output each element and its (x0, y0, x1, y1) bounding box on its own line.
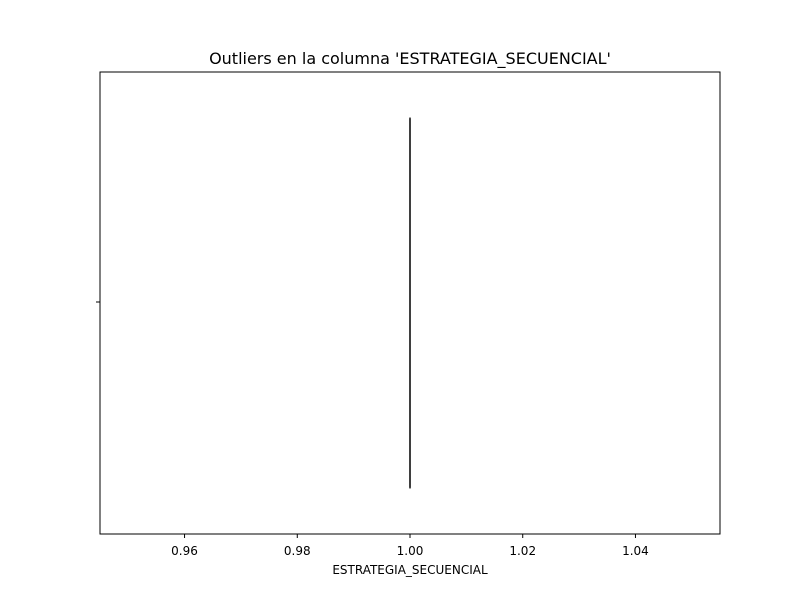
x-tick-label: 1.00 (397, 544, 424, 558)
chart-title: Outliers en la columna 'ESTRATEGIA_SECUE… (209, 49, 611, 69)
x-tick-label: 0.96 (171, 544, 198, 558)
x-axis-label: ESTRATEGIA_SECUENCIAL (332, 563, 488, 577)
x-tick-label: 1.04 (622, 544, 649, 558)
x-axis: 0.96 0.98 1.00 1.02 1.04 (171, 534, 649, 558)
x-tick-label: 0.98 (284, 544, 311, 558)
x-tick-label: 1.02 (509, 544, 536, 558)
